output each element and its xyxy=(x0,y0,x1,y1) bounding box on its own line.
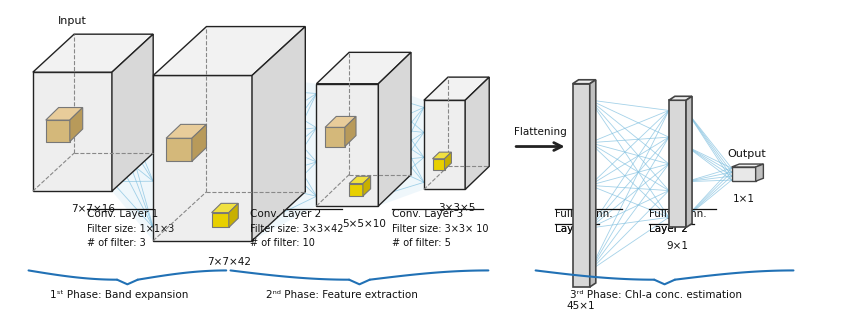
Polygon shape xyxy=(317,52,411,84)
Polygon shape xyxy=(229,203,238,227)
Text: 1×1: 1×1 xyxy=(733,194,754,204)
Text: Layer 1: Layer 1 xyxy=(554,224,593,234)
Polygon shape xyxy=(756,164,764,181)
Text: 7×7×42: 7×7×42 xyxy=(208,257,251,266)
Polygon shape xyxy=(33,72,112,191)
Polygon shape xyxy=(212,213,229,227)
Polygon shape xyxy=(349,183,363,196)
Polygon shape xyxy=(363,176,370,196)
Polygon shape xyxy=(325,127,345,146)
Polygon shape xyxy=(424,100,465,190)
Text: Conv. Layer 1: Conv. Layer 1 xyxy=(87,209,158,219)
Polygon shape xyxy=(153,27,305,76)
Text: Filter size: 1×1×3: Filter size: 1×1×3 xyxy=(87,224,174,234)
Text: Fully Conn.: Fully Conn. xyxy=(649,209,707,219)
Polygon shape xyxy=(669,100,686,227)
Text: Output: Output xyxy=(727,149,766,159)
Text: Layer 2: Layer 2 xyxy=(649,224,688,234)
Polygon shape xyxy=(212,203,238,213)
Polygon shape xyxy=(252,76,317,241)
Polygon shape xyxy=(378,84,424,206)
Text: 7×7×16: 7×7×16 xyxy=(71,204,115,214)
Text: Conv. Layer 3: Conv. Layer 3 xyxy=(392,209,464,219)
Text: Input: Input xyxy=(58,16,86,26)
Polygon shape xyxy=(345,117,356,146)
Text: Flattening: Flattening xyxy=(514,127,567,137)
Text: # of filter: 10: # of filter: 10 xyxy=(250,238,315,248)
Polygon shape xyxy=(573,84,590,287)
Polygon shape xyxy=(590,80,596,287)
Polygon shape xyxy=(166,124,207,138)
Text: 1ˢᵗ Phase: Band expansion: 1ˢᵗ Phase: Band expansion xyxy=(49,290,188,300)
Polygon shape xyxy=(112,34,153,191)
Polygon shape xyxy=(46,120,70,141)
Polygon shape xyxy=(325,117,356,127)
Text: # of filter: 5: # of filter: 5 xyxy=(392,238,451,248)
Polygon shape xyxy=(33,34,153,72)
Text: 45×1: 45×1 xyxy=(567,301,595,311)
Polygon shape xyxy=(166,138,192,161)
Polygon shape xyxy=(70,108,83,141)
Text: 3ʳᵈ Phase: Chl-a conc. estimation: 3ʳᵈ Phase: Chl-a conc. estimation xyxy=(570,290,742,300)
Text: # of filter: 3: # of filter: 3 xyxy=(87,238,146,248)
Polygon shape xyxy=(112,72,153,241)
Polygon shape xyxy=(349,176,370,183)
Polygon shape xyxy=(573,80,596,84)
Polygon shape xyxy=(424,77,490,100)
Polygon shape xyxy=(686,96,692,227)
Text: Filter size: 3×3× 10: Filter size: 3×3× 10 xyxy=(392,224,489,234)
Polygon shape xyxy=(432,152,452,159)
Polygon shape xyxy=(378,52,411,206)
Text: 3×3×5: 3×3×5 xyxy=(438,203,475,213)
Text: 9×1: 9×1 xyxy=(666,241,689,251)
Polygon shape xyxy=(732,167,756,181)
Polygon shape xyxy=(445,152,452,170)
Polygon shape xyxy=(192,124,207,161)
Polygon shape xyxy=(465,77,490,190)
Text: Fully Conn.: Fully Conn. xyxy=(554,209,612,219)
Text: 2ⁿᵈ Phase: Feature extraction: 2ⁿᵈ Phase: Feature extraction xyxy=(266,290,418,300)
Text: Filter size: 3×3×42: Filter size: 3×3×42 xyxy=(250,224,343,234)
Polygon shape xyxy=(46,108,83,120)
Polygon shape xyxy=(732,164,764,167)
Text: Conv. Layer 2: Conv. Layer 2 xyxy=(250,209,322,219)
Text: 5×5×10: 5×5×10 xyxy=(342,219,386,229)
Polygon shape xyxy=(317,84,378,206)
Polygon shape xyxy=(252,27,305,241)
Polygon shape xyxy=(669,96,692,100)
Polygon shape xyxy=(432,159,445,170)
Polygon shape xyxy=(153,76,252,241)
Text: Layer 1: Layer 1 xyxy=(554,224,593,234)
Text: Layer 2: Layer 2 xyxy=(649,224,688,234)
